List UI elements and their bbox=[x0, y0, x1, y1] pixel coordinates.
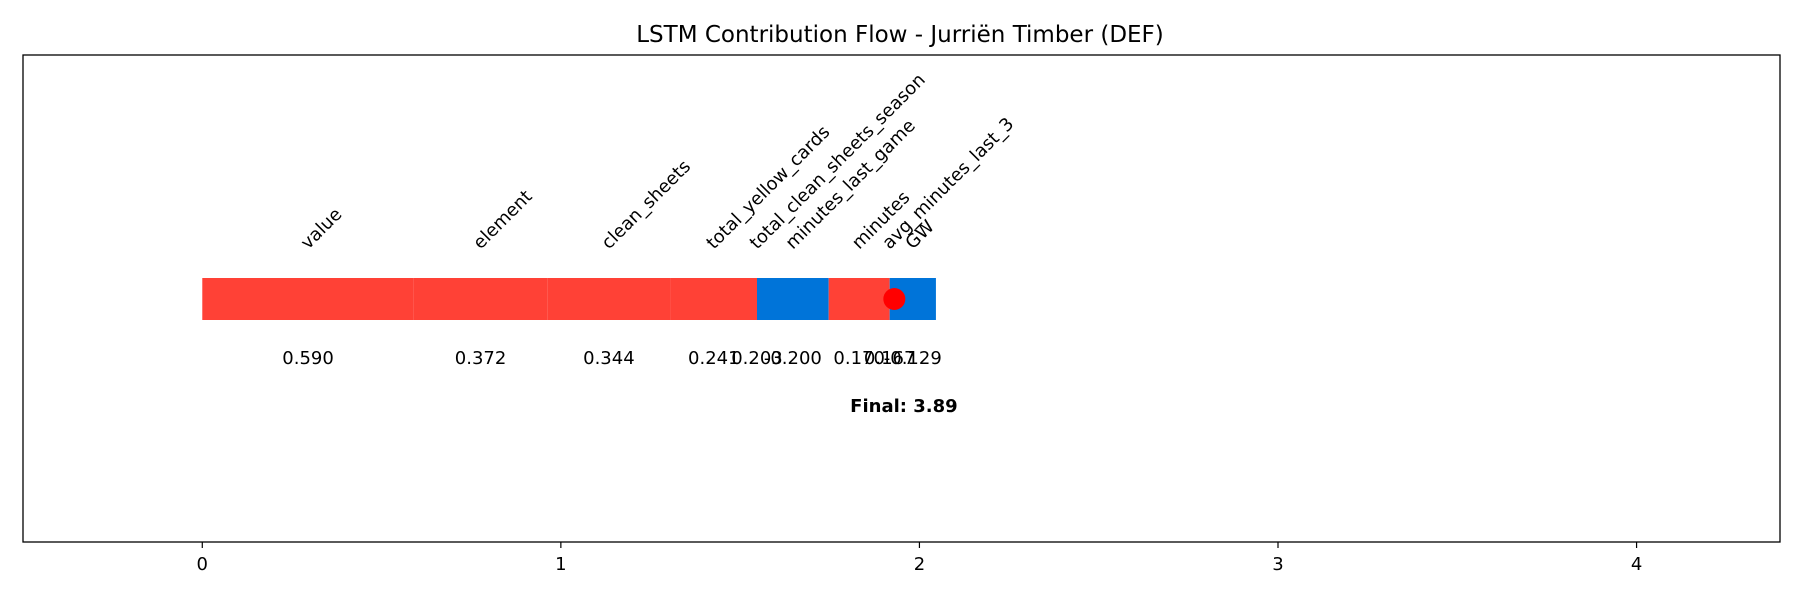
bar-segment-element bbox=[413, 278, 548, 320]
value-label-total_clean_sheets_season: 0.203 bbox=[731, 348, 783, 369]
value-label-minutes_last_game: -0.200 bbox=[764, 348, 822, 369]
x-axis-ticks: 0 1 2 3 4 bbox=[197, 542, 1642, 575]
feature-label-clean_sheets: clean_sheets bbox=[598, 156, 695, 253]
x-tick-label-1: 1 bbox=[555, 554, 566, 575]
plot-frame bbox=[22, 54, 1781, 543]
x-tick-label-0: 0 bbox=[197, 554, 208, 575]
value-label-minutes: 0.170 bbox=[833, 348, 885, 369]
value-label-GW: -0.129 bbox=[884, 348, 942, 369]
bar-segment-value bbox=[202, 278, 414, 320]
x-tick-label-3: 3 bbox=[1272, 554, 1283, 575]
bar-segment-clean_sheets bbox=[547, 278, 671, 320]
value-label-value: 0.590 bbox=[282, 348, 334, 369]
feature-labels: value element clean_sheets total_yellow_car… bbox=[297, 70, 1019, 254]
feature-label-element: element bbox=[469, 186, 536, 253]
bar-segment-minutes_last_game bbox=[756, 278, 829, 320]
value-label-element: 0.372 bbox=[455, 348, 507, 369]
value-label-total_yellow_cards: 0.241 bbox=[688, 348, 740, 369]
x-tick-label-4: 4 bbox=[1631, 554, 1642, 575]
x-tick-label-2: 2 bbox=[914, 554, 925, 575]
final-label: Final: 3.89 bbox=[850, 396, 957, 417]
final-marker-group: Final: 3.89 bbox=[850, 288, 958, 417]
bar-segments bbox=[202, 278, 936, 320]
value-label-clean_sheets: 0.344 bbox=[583, 348, 635, 369]
bar-segment-minutes bbox=[828, 278, 890, 320]
chart-title: LSTM Contribution Flow - Jurriën Timber … bbox=[636, 22, 1164, 48]
value-label-avg_minutes_last_3: 0.167 bbox=[864, 348, 916, 369]
bar-segment-total_yellow_cards bbox=[670, 278, 757, 320]
feature-label-value: value bbox=[297, 204, 347, 254]
final-marker bbox=[883, 288, 906, 310]
